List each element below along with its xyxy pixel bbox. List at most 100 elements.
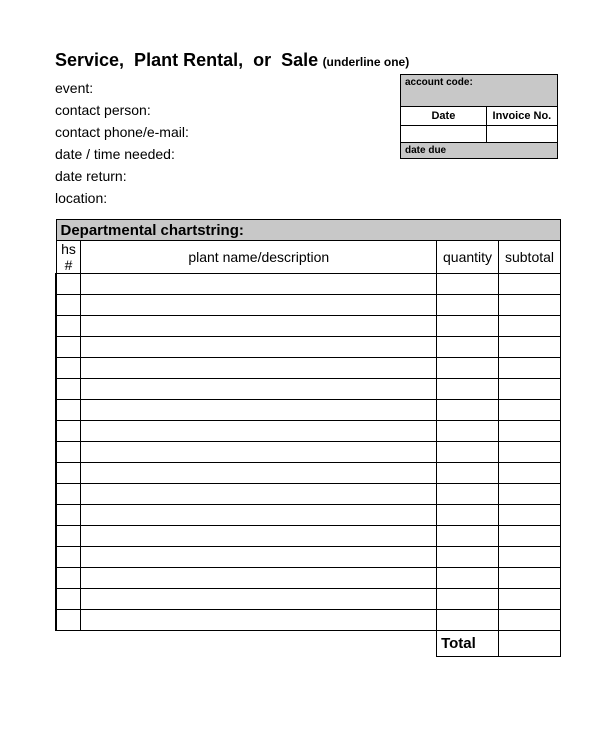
cell-qty[interactable] [437, 568, 499, 589]
cell-sub[interactable] [499, 505, 561, 526]
cell-qty[interactable] [437, 337, 499, 358]
table-row [56, 589, 561, 610]
cell-desc[interactable] [81, 295, 437, 316]
cell-desc[interactable] [81, 484, 437, 505]
cell-sub[interactable] [499, 610, 561, 631]
account-code-label[interactable]: account code: [401, 75, 557, 107]
cell-sub[interactable] [499, 526, 561, 547]
table-row [56, 295, 561, 316]
cell-hs[interactable] [56, 568, 81, 589]
invoice-no-header: Invoice No. [487, 107, 557, 125]
cell-qty[interactable] [437, 484, 499, 505]
cell-qty[interactable] [437, 379, 499, 400]
cell-hs[interactable] [56, 274, 81, 295]
cell-desc[interactable] [81, 316, 437, 337]
cell-qty[interactable] [437, 442, 499, 463]
cell-qty[interactable] [437, 547, 499, 568]
cell-hs[interactable] [56, 589, 81, 610]
cell-qty[interactable] [437, 505, 499, 526]
cell-sub[interactable] [499, 358, 561, 379]
col-hs-header: hs # [56, 241, 81, 274]
table-row [56, 337, 561, 358]
table-row [56, 442, 561, 463]
cell-sub[interactable] [499, 484, 561, 505]
cell-hs[interactable] [56, 316, 81, 337]
cell-sub[interactable] [499, 316, 561, 337]
field-event[interactable]: event: [55, 77, 409, 99]
cell-qty[interactable] [437, 274, 499, 295]
cell-hs[interactable] [56, 295, 81, 316]
cell-sub[interactable] [499, 547, 561, 568]
cell-hs[interactable] [56, 505, 81, 526]
cell-qty[interactable] [437, 316, 499, 337]
cell-hs[interactable] [56, 463, 81, 484]
cell-desc[interactable] [81, 505, 437, 526]
table-row [56, 463, 561, 484]
cell-qty[interactable] [437, 463, 499, 484]
cell-desc[interactable] [81, 568, 437, 589]
form-title: Service, Plant Rental, or Sale (underlin… [55, 50, 409, 71]
cell-hs[interactable] [56, 610, 81, 631]
cell-sub[interactable] [499, 274, 561, 295]
cell-hs[interactable] [56, 526, 81, 547]
field-date-time-needed[interactable]: date / time needed: [55, 143, 409, 165]
total-label: Total [437, 631, 499, 657]
table-row [56, 379, 561, 400]
cell-hs[interactable] [56, 337, 81, 358]
account-code-box: account code: Date Invoice No. date due [400, 74, 558, 159]
table-row [56, 400, 561, 421]
cell-hs[interactable] [56, 442, 81, 463]
cell-qty[interactable] [437, 589, 499, 610]
cell-desc[interactable] [81, 358, 437, 379]
cell-qty[interactable] [437, 358, 499, 379]
cell-hs[interactable] [56, 421, 81, 442]
total-value[interactable] [499, 631, 561, 657]
cell-hs[interactable] [56, 358, 81, 379]
cell-desc[interactable] [81, 547, 437, 568]
field-contact-phone-email[interactable]: contact phone/e-mail: [55, 121, 409, 143]
cell-qty[interactable] [437, 421, 499, 442]
cell-sub[interactable] [499, 568, 561, 589]
field-contact-person[interactable]: contact person: [55, 99, 409, 121]
cell-desc[interactable] [81, 589, 437, 610]
cell-desc[interactable] [81, 442, 437, 463]
date-due-label[interactable]: date due [401, 142, 557, 158]
cell-sub[interactable] [499, 400, 561, 421]
cell-sub[interactable] [499, 442, 561, 463]
cell-desc[interactable] [81, 337, 437, 358]
cell-desc[interactable] [81, 274, 437, 295]
col-desc-header: plant name/description [81, 241, 437, 274]
invoice-no-value[interactable] [487, 126, 557, 142]
cell-qty[interactable] [437, 400, 499, 421]
cell-sub[interactable] [499, 379, 561, 400]
chartstring-header[interactable]: Departmental chartstring: [56, 220, 561, 241]
cell-desc[interactable] [81, 379, 437, 400]
cell-hs[interactable] [56, 379, 81, 400]
table-row [56, 358, 561, 379]
cell-sub[interactable] [499, 295, 561, 316]
title-hint: (underline one) [323, 55, 410, 69]
cell-qty[interactable] [437, 295, 499, 316]
cell-desc[interactable] [81, 526, 437, 547]
cell-qty[interactable] [437, 610, 499, 631]
cell-hs[interactable] [56, 484, 81, 505]
cell-desc[interactable] [81, 463, 437, 484]
date-header: Date [401, 107, 487, 125]
cell-sub[interactable] [499, 463, 561, 484]
date-value[interactable] [401, 126, 487, 142]
cell-hs[interactable] [56, 547, 81, 568]
cell-qty[interactable] [437, 526, 499, 547]
cell-hs[interactable] [56, 400, 81, 421]
table-row [56, 421, 561, 442]
title-main: Service, Plant Rental, or Sale [55, 50, 318, 70]
cell-desc[interactable] [81, 400, 437, 421]
field-location[interactable]: location: [55, 187, 409, 209]
cell-sub[interactable] [499, 421, 561, 442]
cell-desc[interactable] [81, 421, 437, 442]
cell-sub[interactable] [499, 589, 561, 610]
cell-sub[interactable] [499, 337, 561, 358]
cell-desc[interactable] [81, 610, 437, 631]
col-qty-header: quantity [437, 241, 499, 274]
field-date-return[interactable]: date return: [55, 165, 409, 187]
table-row [56, 484, 561, 505]
